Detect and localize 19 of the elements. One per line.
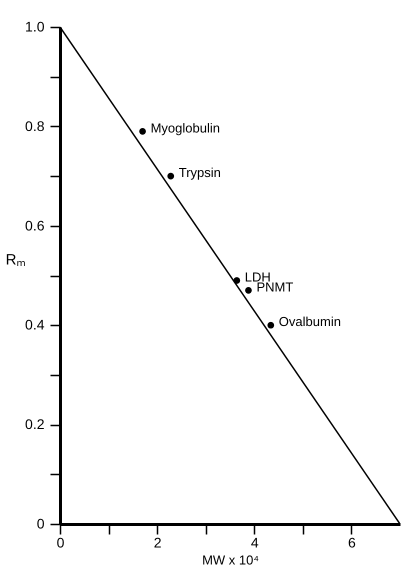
annotation: Ovalbumin xyxy=(278,314,341,330)
y-tick-label: 0 xyxy=(36,516,45,532)
y-axis-title: Rₘ xyxy=(6,252,26,268)
y-tick-label: 1.0 xyxy=(25,18,45,34)
y-tick-label: 0.4 xyxy=(25,316,45,333)
x-tick-label: 6 xyxy=(348,534,356,550)
y-tick-label: 0.6 xyxy=(25,217,45,234)
y-tick-label: 0.2 xyxy=(25,416,45,432)
annotation: Trypsin xyxy=(178,165,221,180)
y-tick-label: 0.8 xyxy=(25,118,45,134)
x-axis-title: MW x 10⁴ xyxy=(202,552,259,568)
point xyxy=(167,172,174,180)
point xyxy=(245,287,252,294)
annotation: Myoglobulin xyxy=(150,120,220,136)
point xyxy=(139,128,146,135)
x-tick-label: 2 xyxy=(154,534,162,550)
x-tick-label: 0 xyxy=(56,534,65,550)
point xyxy=(267,322,274,329)
x-tick-label: 4 xyxy=(250,534,259,550)
